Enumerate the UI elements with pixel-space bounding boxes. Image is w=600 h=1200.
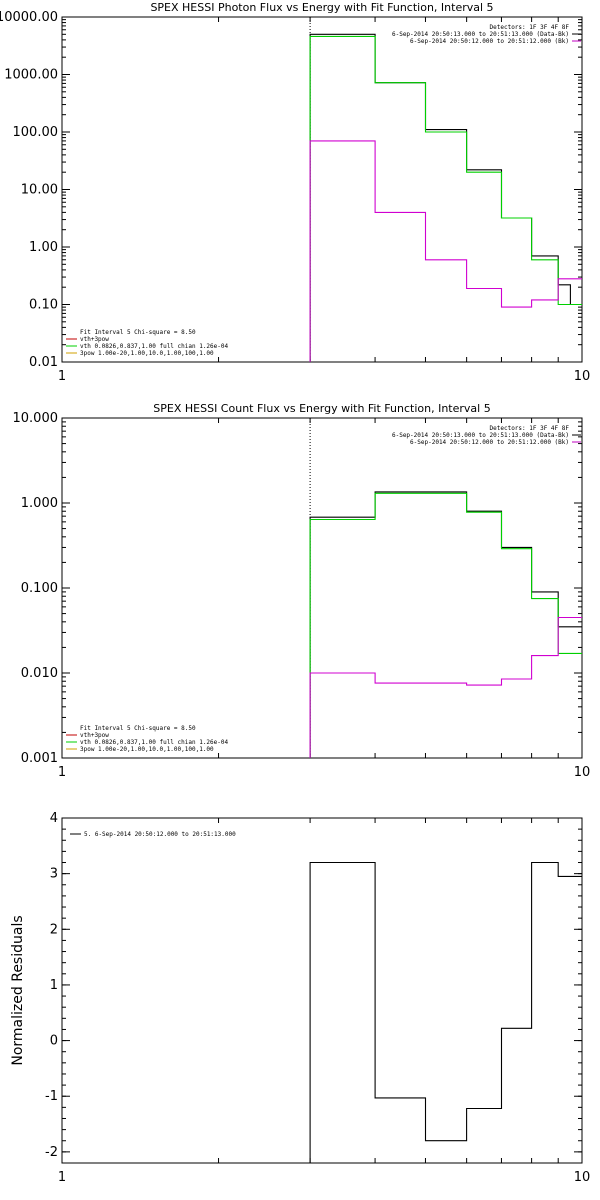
- x-tick-label: 1: [58, 369, 66, 384]
- y-tick-label: 0: [50, 1034, 58, 1049]
- y-tick-label: 100.00: [13, 125, 59, 140]
- legend-top-left-text: 5. 6-Sep-2014 20:50:12.000 to 20:51:13.0…: [84, 831, 236, 838]
- y-tick-label: 1000.00: [4, 68, 58, 83]
- legend-right-text: 6-Sep-2014 20:50:13.000 to 20:51:13.000 …: [392, 31, 569, 38]
- y-tick-label: 3: [50, 867, 58, 882]
- plot-frame: [61, 817, 583, 1164]
- y-tick-label: 0.10: [29, 298, 58, 313]
- y-tick-label: 1.000: [21, 496, 58, 511]
- y-tick-label: 10.000: [13, 411, 59, 426]
- y-axis-label: Normalized Residuals: [10, 915, 26, 1065]
- chart-title: SPEX HESSI Count Flux vs Energy with Fit…: [153, 402, 490, 415]
- y-tick-label: -1: [45, 1089, 58, 1104]
- series-1-line: [309, 33, 582, 362]
- legend-right-text: Detectors: 1F 3F 4F 8F: [490, 425, 570, 432]
- y-tick-label: 0.01: [29, 355, 58, 370]
- y-tick-label: 10.00: [21, 183, 58, 198]
- chart-title: SPEX HESSI Photon Flux vs Energy with Fi…: [150, 1, 493, 14]
- series-1-line: [309, 491, 582, 758]
- panel-3: -2 -1 0 1 2 3 4 1 10 Normalized Residuals 5. 6-Sep…: [10, 811, 590, 1185]
- legend-left-text: Fit Interval 5 Chi-square = 8.50: [80, 725, 196, 732]
- y-tick-label: 2: [50, 922, 58, 937]
- legend-right-text: 6-Sep-2014 20:50:12.000 to 20:51:12.000 …: [410, 439, 569, 446]
- legend-right-text: 6-Sep-2014 20:50:13.000 to 20:51:13.000 …: [392, 432, 569, 439]
- legend-left-text: vth+3pow: [80, 732, 109, 739]
- legend-left-text: 3pow 1.00e-20,1.00,10.0,1.00,100,1.00: [80, 350, 214, 357]
- x-tick-label: 10: [574, 765, 591, 780]
- series-3-line: [309, 616, 582, 758]
- legend-left-text: vth 0.0826,0.837,1.00 full chian 1.26e-0…: [80, 739, 228, 746]
- series-1-line: [309, 861, 582, 1163]
- y-tick-label: 0.100: [21, 581, 58, 596]
- legend-left-text: 3pow 1.00e-20,1.00,10.0,1.00,100,1.00: [80, 746, 214, 753]
- x-tick-label: 1: [58, 1170, 66, 1185]
- y-tick-label: 10000.00: [0, 10, 58, 25]
- y-tick-label: -2: [45, 1145, 58, 1160]
- plot-frame: [61, 16, 583, 363]
- series-2-line: [309, 492, 582, 758]
- x-tick-label: 10: [574, 369, 591, 384]
- panel-1: SPEX HESSI Photon Flux vs Energy with Fi…: [0, 1, 590, 384]
- legend-left-text: vth+3pow: [80, 336, 109, 343]
- x-tick-label: 10: [574, 1170, 591, 1185]
- y-tick-label: 1.00: [29, 240, 58, 255]
- x-tick-label: 1: [58, 765, 66, 780]
- panel-2: SPEX HESSI Count Flux vs Energy with Fit…: [13, 402, 591, 780]
- legend-left-text: vth 0.0826,0.837,1.00 full chian 1.26e-0…: [80, 343, 228, 350]
- y-tick-label: 0.001: [21, 751, 58, 766]
- legend-right-text: 6-Sep-2014 20:50:12.000 to 20:51:12.000 …: [410, 38, 569, 45]
- y-tick-label: 0.010: [21, 666, 58, 681]
- y-tick-label: 1: [50, 978, 58, 993]
- y-tick-label: 4: [50, 811, 58, 826]
- legend-left-text: Fit Interval 5 Chi-square = 8.50: [80, 329, 196, 336]
- legend-right-text: Detectors: 1F 3F 4F 8F: [490, 24, 570, 31]
- series-2-line: [309, 35, 582, 362]
- series-3-line: [309, 140, 582, 362]
- plot-frame: [61, 417, 583, 759]
